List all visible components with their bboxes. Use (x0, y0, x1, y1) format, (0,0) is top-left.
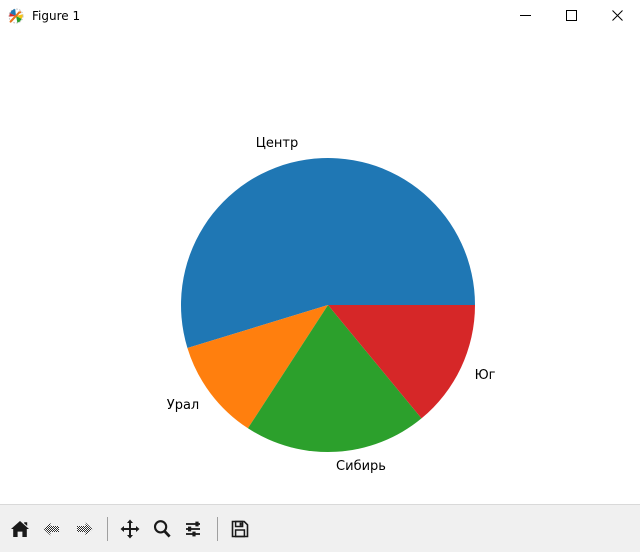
navigation-toolbar (0, 504, 640, 552)
back-arrow-icon (43, 522, 59, 535)
pie-wedge-label: Центр (256, 136, 298, 151)
minimize-icon (519, 15, 531, 16)
maximize-icon (565, 10, 577, 21)
window-controls (502, 0, 640, 31)
pie-chart: Центр Урал Сибирь Юг (0, 32, 640, 504)
save-icon (231, 520, 249, 537)
maximize-button[interactable] (548, 0, 594, 31)
window-title: Figure 1 (32, 8, 81, 23)
title-bar[interactable]: Figure 1 (0, 0, 640, 32)
pie-wedge (180, 158, 475, 348)
figure-canvas[interactable]: Центр Урал Сибирь Юг (0, 32, 640, 504)
forward-arrow-icon (77, 522, 93, 535)
toolbar-separator-2 (217, 516, 218, 541)
save-button[interactable] (225, 514, 255, 544)
minimize-button[interactable] (502, 0, 548, 31)
pan-button[interactable] (115, 514, 145, 544)
pan-icon (120, 519, 140, 538)
pie-wedge (247, 305, 422, 452)
close-button[interactable] (594, 0, 640, 31)
subplot-config-icon (186, 521, 200, 536)
forward-button[interactable] (69, 514, 99, 544)
matplotlib-icon (8, 8, 24, 24)
toolbar-separator-1 (107, 516, 108, 541)
pie-wedge-label: Урал (167, 398, 199, 413)
back-button[interactable] (37, 514, 67, 544)
pie-wedge (187, 305, 328, 429)
pie-wedge-label: Сибирь (336, 459, 386, 474)
home-button[interactable] (5, 514, 35, 544)
pie-wedge-label: Юг (475, 368, 496, 383)
home-icon (11, 520, 29, 537)
pie-wedge-labels: Центр Урал Сибирь Юг (167, 136, 496, 474)
pie-wedges (180, 158, 475, 452)
close-icon (611, 10, 623, 21)
zoom-button[interactable] (147, 514, 177, 544)
pie-wedge (328, 305, 475, 419)
subplot-config-button[interactable] (179, 514, 209, 544)
zoom-icon (153, 519, 171, 538)
title-bar-left: Figure 1 (0, 8, 502, 24)
